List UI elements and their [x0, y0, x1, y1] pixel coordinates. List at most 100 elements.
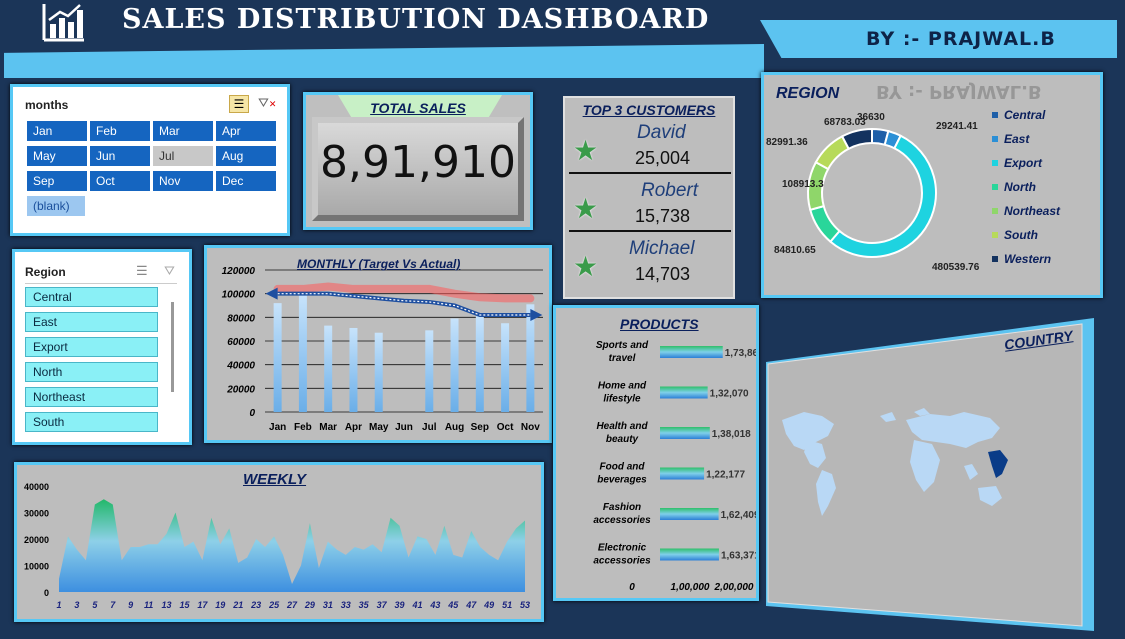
month-button-Apr[interactable]: Apr	[216, 121, 276, 141]
region-button-northeast[interactable]: Northeast	[25, 387, 158, 407]
x-tick-label: Feb	[294, 422, 312, 433]
bar	[374, 332, 383, 412]
region-chart-title: REGION	[776, 85, 840, 102]
x-tick-label: 51	[502, 600, 512, 610]
legend-swatch	[992, 208, 998, 214]
legend-entry: Northeast	[1004, 204, 1061, 218]
monthly-chart-panel: 120000 100000 80000 60000 40000 20000 0 Jan Feb M…	[204, 245, 552, 443]
clear-filter-icon[interactable]: ⛛	[164, 263, 175, 278]
x-tick-label: 31	[323, 600, 333, 610]
x-tick-label: 53	[520, 600, 530, 610]
bar	[660, 386, 708, 399]
multi-select-icon[interactable]: ☰	[136, 263, 148, 278]
month-button-Sep[interactable]: Sep	[27, 171, 87, 191]
y-tick-label: 120000	[222, 266, 256, 277]
month-button-blank[interactable]: (blank)	[27, 196, 85, 216]
months-slicer: months ☰ ⛛✕ Jan Feb Mar Apr May Jun Jul Aug Sep O…	[10, 84, 290, 236]
star-icon: ★	[573, 251, 599, 282]
product-category-label: Food and beverages	[597, 462, 647, 486]
total-sales-card: TOTAL SALES 8,91,910	[303, 92, 533, 230]
y-tick-label: 10000	[24, 562, 49, 572]
bar	[660, 548, 719, 561]
x-tick-label: 21	[232, 600, 243, 610]
customer-name: Robert	[641, 180, 699, 201]
bar-value-label: 1,73,864	[725, 348, 756, 359]
month-button-Jun[interactable]: Jun	[90, 146, 150, 166]
bar	[475, 316, 484, 412]
y-tick-label: 40000	[24, 482, 49, 492]
x-tick-label: 33	[341, 600, 351, 610]
donut-slice	[840, 127, 873, 151]
region-button-export[interactable]: Export	[25, 337, 158, 357]
donut-data-label: 480539.76	[932, 262, 980, 273]
x-tick-label: 2,00,000	[714, 582, 754, 593]
x-tick-label: 49	[483, 600, 494, 610]
legend-entry: Export	[1004, 156, 1043, 170]
country-map	[766, 318, 1094, 631]
product-category-label: Fashion accessories	[593, 502, 651, 526]
region-slicer-buttons: Central East Export North Northeast South	[15, 252, 189, 442]
bar-value-label: 1,63,371	[721, 551, 756, 562]
month-button-Jul[interactable]: Jul	[153, 146, 213, 166]
x-tick-label: 47	[465, 600, 477, 610]
customer-sales-value: 15,738	[635, 206, 691, 226]
total-sales-bevel	[312, 117, 524, 221]
legend-swatch	[992, 232, 998, 238]
divider	[569, 172, 731, 174]
bar	[425, 330, 434, 412]
x-tick-label: Sep	[471, 422, 489, 433]
y-tick-label: 0	[249, 408, 255, 419]
arrow-left-icon	[265, 287, 278, 300]
bar	[349, 327, 358, 412]
country-map-panel: COUNTRY	[764, 316, 1098, 631]
donut-data-label: 36630	[857, 112, 885, 123]
clear-filter-icon[interactable]: ⛛✕	[258, 95, 277, 110]
month-button-Feb[interactable]: Feb	[90, 121, 150, 141]
region-scrollbar[interactable]	[171, 302, 174, 392]
legend-swatch	[992, 256, 998, 262]
donut-slice	[809, 204, 841, 244]
monthly-chart-title: MONTHLY (Target Vs Actual)	[297, 257, 461, 271]
region-button-central[interactable]: Central	[25, 287, 158, 307]
month-button-Aug[interactable]: Aug	[216, 146, 276, 166]
target-line-dots	[277, 293, 531, 316]
donut-data-label: 82991.36	[766, 137, 808, 148]
x-tick-label: 25	[268, 600, 280, 610]
multi-select-icon[interactable]: ☰	[229, 95, 249, 113]
region-button-north[interactable]: North	[25, 362, 158, 382]
region-button-east[interactable]: East	[25, 312, 158, 332]
month-button-May[interactable]: May	[27, 146, 87, 166]
customer-name: David	[637, 122, 686, 143]
x-tick-label: Oct	[497, 422, 514, 433]
bar	[324, 325, 333, 412]
month-button-Dec[interactable]: Dec	[216, 171, 276, 191]
x-tick-label: 9	[128, 600, 133, 610]
month-button-Oct[interactable]: Oct	[90, 171, 150, 191]
month-button-Nov[interactable]: Nov	[153, 171, 213, 191]
x-tick-label: 45	[447, 600, 459, 610]
bar-value-label: 1,62,409	[721, 510, 756, 521]
divider	[569, 230, 731, 232]
x-tick-label: Jun	[395, 422, 413, 433]
x-tick-label: Nov	[521, 422, 540, 433]
customer-list: ★ David 25,004 ★ Robert 15,738 ★ Michael 14,703	[565, 98, 733, 297]
donut-data-label: 29241.41	[936, 121, 978, 132]
months-slicer-title: months	[25, 98, 69, 112]
month-button-Mar[interactable]: Mar	[153, 121, 213, 141]
month-button-Jan[interactable]: Jan	[27, 121, 87, 141]
x-tick-label: 13	[162, 600, 172, 610]
donut-slice	[828, 134, 937, 258]
author-label: BY :- PRAJWAL.B	[866, 28, 1056, 50]
bar	[660, 467, 705, 480]
customer-sales-value: 25,004	[635, 148, 691, 168]
product-category-label: Home and lifestyle	[598, 381, 647, 405]
region-slicer-title: Region	[25, 265, 66, 279]
world-landmass	[782, 408, 1002, 516]
region-button-south[interactable]: South	[25, 412, 158, 432]
bar	[501, 323, 510, 412]
bar	[526, 304, 535, 412]
donut-data-label: 84810.65	[774, 245, 816, 256]
legend-swatch	[992, 136, 998, 142]
